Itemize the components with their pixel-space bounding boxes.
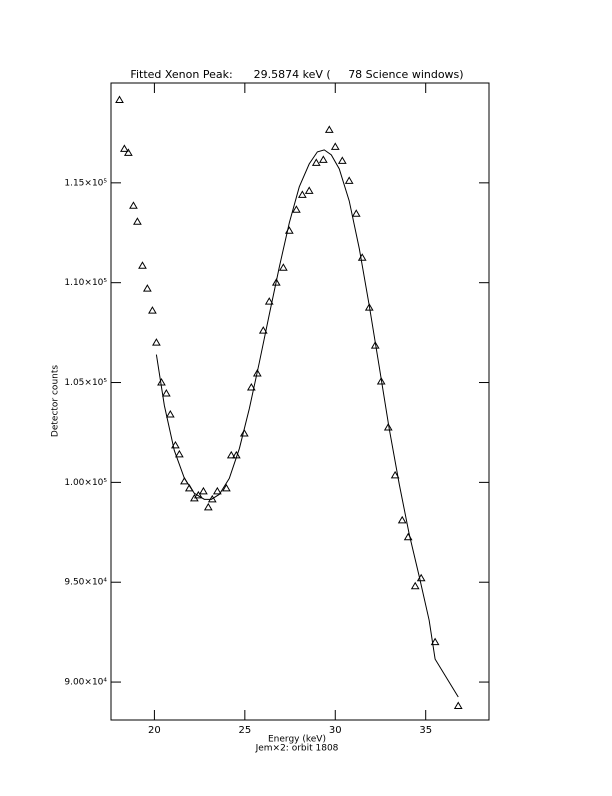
- data-point: [370, 341, 380, 349]
- y-axis-label: Detector counts: [51, 365, 61, 437]
- fit-line: [155, 149, 459, 698]
- data-point: [364, 303, 374, 311]
- data-point: [357, 253, 367, 261]
- plot-frame: [110, 82, 490, 721]
- data-point: [278, 263, 288, 271]
- x-tick-label: 25: [238, 725, 251, 736]
- data-point: [271, 278, 281, 286]
- data-point: [292, 205, 301, 213]
- data-point: [311, 158, 321, 166]
- y-tick-label: 1.15×10⁵: [64, 178, 107, 188]
- data-point: [165, 409, 175, 418]
- x-tick-label: 30: [329, 725, 342, 736]
- chart-title: Fitted Xenon Peak: 29.5874 keV ( 78 Scie…: [130, 68, 463, 81]
- data-point: [161, 389, 171, 397]
- data-point: [351, 209, 361, 217]
- data-point: [383, 422, 393, 431]
- y-tick-label: 9.50×10⁴: [64, 578, 107, 588]
- data-point: [318, 155, 328, 163]
- data-point: [138, 261, 147, 269]
- data-point: [376, 377, 386, 385]
- data-point: [252, 369, 262, 377]
- data-point: [246, 383, 256, 391]
- x-tick-label: 20: [148, 725, 161, 736]
- data-point: [330, 142, 340, 150]
- data-point: [148, 306, 157, 314]
- x-axis-label: Energy (keV): [268, 735, 326, 745]
- data-point: [115, 95, 124, 103]
- data-point: [304, 186, 314, 194]
- data-point: [344, 176, 354, 184]
- y-tick-label: 1.05×10⁵: [64, 378, 107, 388]
- data-point: [430, 637, 440, 646]
- data-point: [258, 326, 268, 334]
- y-tick-label: 9.00×10⁴: [64, 678, 107, 688]
- y-tick-label: 1.10×10⁵: [64, 278, 107, 288]
- data-point: [297, 190, 307, 198]
- y-tick-label: 1.00×10⁵: [64, 478, 107, 488]
- data-point: [410, 581, 420, 590]
- data-point: [226, 450, 236, 459]
- data-point: [123, 148, 133, 156]
- data-point: [264, 297, 274, 305]
- data-point: [171, 440, 180, 449]
- data-point: [133, 217, 142, 225]
- data-point: [337, 156, 347, 164]
- data-point: [199, 486, 208, 495]
- subtitle: Jem×2: orbit 1808: [255, 744, 339, 754]
- data-point: [397, 515, 407, 524]
- data-point: [212, 486, 222, 495]
- data-point: [239, 428, 249, 437]
- data-point: [324, 125, 334, 133]
- data-point: [120, 144, 129, 152]
- data-point: [129, 201, 138, 209]
- data-point: [453, 701, 463, 710]
- data-point: [203, 502, 213, 511]
- data-point: [152, 338, 161, 346]
- data-point: [142, 284, 152, 292]
- data-point: [222, 483, 231, 492]
- data-point: [174, 449, 184, 458]
- data-point: [207, 494, 217, 503]
- x-tick-label: 35: [419, 725, 432, 736]
- data-point: [390, 470, 400, 479]
